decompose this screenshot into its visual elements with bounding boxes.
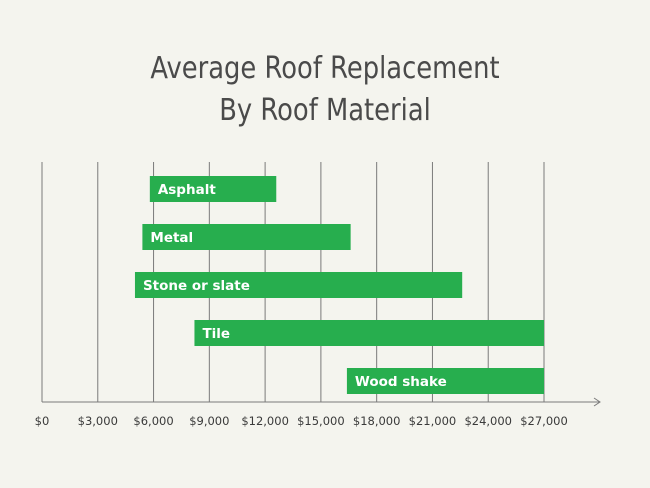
- x-tick-label: $15,000: [297, 414, 345, 428]
- x-tick-label: $12,000: [241, 414, 289, 428]
- x-axis-arrow-icon: [593, 397, 601, 407]
- bar-label: Metal: [150, 230, 193, 246]
- x-tick-label: $6,000: [133, 414, 173, 428]
- x-tick-labels: $0 $3,000 $6,000 $9,000 $12,000 $15,000 $18,00…: [35, 414, 568, 428]
- x-tick-label: $9,000: [189, 414, 229, 428]
- bar-metal: [142, 224, 351, 250]
- x-tick-label: $0: [35, 414, 50, 428]
- bar-stone-or-slate: [134, 272, 463, 298]
- x-axis: [42, 397, 601, 407]
- chart-title-line-2: By Roof Material: [219, 93, 431, 128]
- bars: Asphalt Metal Stone or slate Tile Wood shake: [134, 176, 544, 394]
- bar-tile: [194, 320, 544, 346]
- chart-title: Average Roof Replacement By Roof Materia…: [46, 48, 605, 132]
- bar-label: Tile: [202, 326, 230, 342]
- chart-title-line-1: Average Roof Replacement: [150, 51, 500, 86]
- bar-asphalt: [149, 176, 277, 202]
- bar-label: Wood shake: [355, 374, 447, 390]
- x-tick-label: $21,000: [409, 414, 457, 428]
- x-tick-label: $3,000: [78, 414, 118, 428]
- x-tick-label: $18,000: [353, 414, 401, 428]
- bar-label: Asphalt: [158, 182, 216, 198]
- x-tick-label: $24,000: [464, 414, 512, 428]
- bar-wood-shake: [346, 368, 544, 394]
- bar-label: Stone or slate: [143, 278, 250, 294]
- x-tick-label: $27,000: [520, 414, 568, 428]
